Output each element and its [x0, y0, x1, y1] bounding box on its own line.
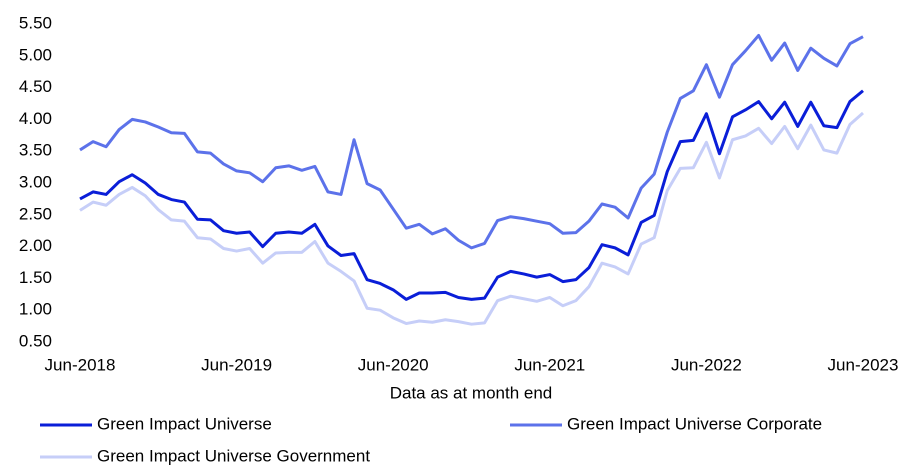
y-tick-label: 4.50	[19, 77, 52, 96]
y-tick-label: 0.50	[19, 331, 52, 350]
y-tick-label: 3.50	[19, 141, 52, 160]
y-tick-label: 3.00	[19, 172, 52, 191]
y-tick-label: 1.00	[19, 300, 52, 319]
x-axis-label: Data as at month end	[390, 383, 553, 402]
x-tick-label: Jun-2018	[45, 355, 116, 374]
y-tick-label: 5.00	[19, 45, 52, 64]
y-tick-label: 2.00	[19, 236, 52, 255]
legend-label: Green Impact Universe Corporate	[567, 414, 822, 433]
x-tick-label: Jun-2021	[514, 355, 585, 374]
y-tick-label: 1.50	[19, 268, 52, 287]
y-tick-label: 4.00	[19, 109, 52, 128]
series-line	[79, 33, 864, 250]
x-tick-label: Jun-2023	[828, 355, 899, 374]
legend-label: Green Impact Universe Government	[97, 446, 370, 465]
legend-label: Green Impact Universe	[97, 414, 272, 433]
x-tick-label: Jun-2022	[671, 355, 742, 374]
x-tick-label: Jun-2019	[201, 355, 272, 374]
series-line	[79, 111, 864, 326]
series-line	[79, 89, 864, 301]
y-tick-label: 5.50	[19, 13, 52, 32]
x-tick-label: Jun-2020	[358, 355, 429, 374]
y-tick-label: 2.50	[19, 204, 52, 223]
